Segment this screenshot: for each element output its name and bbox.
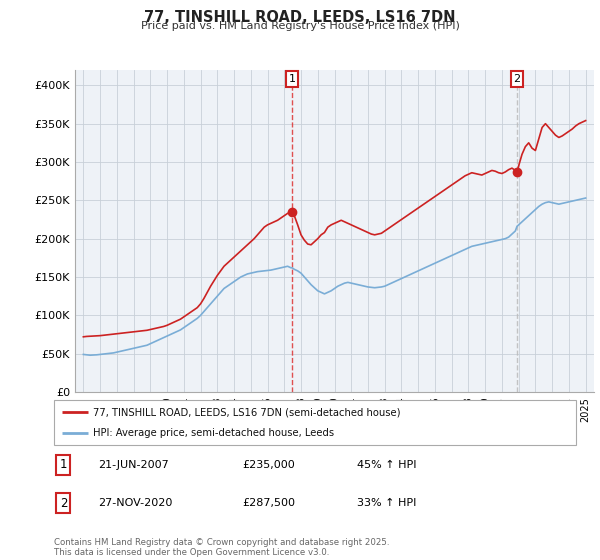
Text: 33% ↑ HPI: 33% ↑ HPI — [357, 498, 416, 508]
Text: 45% ↑ HPI: 45% ↑ HPI — [357, 460, 416, 470]
FancyBboxPatch shape — [54, 400, 576, 445]
Text: 77, TINSHILL ROAD, LEEDS, LS16 7DN (semi-detached house): 77, TINSHILL ROAD, LEEDS, LS16 7DN (semi… — [93, 408, 401, 418]
Text: 1: 1 — [59, 458, 67, 472]
Text: 27-NOV-2020: 27-NOV-2020 — [98, 498, 173, 508]
Text: Price paid vs. HM Land Registry's House Price Index (HPI): Price paid vs. HM Land Registry's House … — [140, 21, 460, 31]
Text: HPI: Average price, semi-detached house, Leeds: HPI: Average price, semi-detached house,… — [93, 428, 334, 438]
Text: 1: 1 — [289, 74, 296, 84]
Text: £235,000: £235,000 — [242, 460, 295, 470]
Text: Contains HM Land Registry data © Crown copyright and database right 2025.
This d: Contains HM Land Registry data © Crown c… — [54, 538, 389, 557]
Text: 2: 2 — [514, 74, 521, 84]
Text: 21-JUN-2007: 21-JUN-2007 — [98, 460, 169, 470]
Text: 77, TINSHILL ROAD, LEEDS, LS16 7DN: 77, TINSHILL ROAD, LEEDS, LS16 7DN — [144, 10, 456, 25]
Text: 2: 2 — [59, 497, 67, 510]
Text: £287,500: £287,500 — [242, 498, 295, 508]
